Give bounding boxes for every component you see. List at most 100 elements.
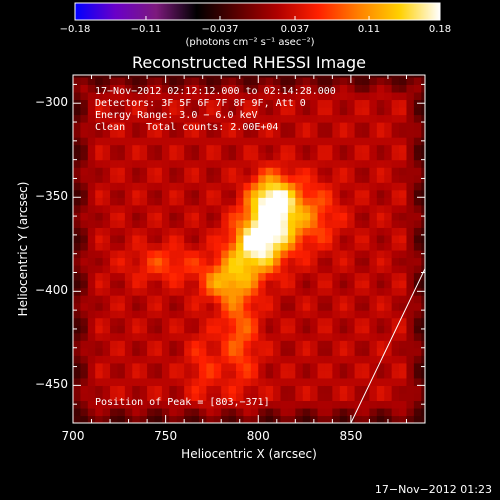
heatmap-cell [302,280,311,289]
heatmap-cell [310,227,319,236]
heatmap-cell [324,174,333,183]
heatmap-cell [198,392,207,402]
heatmap-cell [354,355,363,364]
heatmap-cell [273,204,282,213]
heatmap-cell [228,325,237,334]
heatmap-cell [154,249,163,259]
heatmap-cell [265,122,274,131]
heatmap-cell [280,249,289,259]
heatmap-cell [287,325,296,334]
heatmap-cell [191,91,200,101]
heatmap-cell [406,392,415,402]
heatmap-cell [280,415,289,423]
heatmap-cell [87,362,96,371]
heatmap-cell [339,152,348,161]
heatmap-cell [191,317,200,326]
heatmap-cell [302,197,311,206]
heatmap-cell [184,75,193,78]
heatmap-cell [384,400,393,409]
heatmap-cell [354,392,363,402]
heatmap-cell [161,362,170,371]
heatmap-cell [347,340,356,349]
heatmap-cell [117,76,126,85]
heatmap-cell [102,317,111,326]
heatmap-cell [339,407,348,417]
heatmap-cell [154,415,163,423]
heatmap-cell [117,84,126,93]
heatmap-cell [95,385,104,394]
heatmap-cell [206,204,215,213]
heatmap-cell [176,144,185,153]
heatmap-cell [198,99,207,108]
heatmap-cell [87,377,96,386]
heatmap-cell [317,84,326,93]
heatmap-cell [310,370,319,379]
heatmap-cell [184,242,193,251]
heatmap-cell [147,137,156,146]
heatmap-cell [184,392,193,402]
heatmap-cell [213,174,222,183]
heatmap-cell [206,310,215,319]
heatmap-cell [228,257,237,266]
heatmap-cell [73,114,82,123]
heatmap-cell [206,242,215,251]
heatmap-cell [347,84,356,93]
heatmap-cell [347,385,356,394]
heatmap-cell [228,99,237,108]
heatmap-cell [110,302,119,311]
heatmap-cell [250,114,259,123]
heatmap-cell [317,114,326,123]
heatmap-cell [406,75,415,78]
heatmap-cell [413,174,422,183]
heatmap-cell [369,310,378,319]
heatmap-cell [176,295,185,304]
heatmap-cell [421,377,425,386]
heatmap-cell [132,264,141,274]
heatmap-cell [324,385,333,394]
heatmap-cell [406,159,415,168]
heatmap-cell [87,76,96,85]
heatmap-cell [147,114,156,123]
heatmap-cell [317,129,326,138]
x-tick-label: 700 [61,429,85,443]
heatmap-cell [339,137,348,146]
heatmap-cell [310,189,319,198]
heatmap-cell [110,385,119,394]
heatmap-cell [384,212,393,221]
heatmap-cell [317,174,326,183]
heatmap-cell [206,415,215,423]
heatmap-cell [280,152,289,161]
heatmap-cell [399,272,408,281]
heatmap-cell [265,340,274,349]
heatmap-cell [280,370,289,379]
heatmap-cell [102,84,111,93]
heatmap-cell [169,317,178,326]
heatmap-cell [110,212,119,221]
heatmap-cell [324,159,333,168]
heatmap-cell [273,370,282,379]
heatmap-cell [362,264,371,274]
heatmap-cell [376,385,385,394]
heatmap-cell [295,377,304,386]
heatmap-cell [265,392,274,402]
heatmap-cell [332,385,341,394]
heatmap-cell [324,257,333,266]
heatmap-cell [73,249,82,259]
heatmap-cell [228,242,237,251]
heatmap-cell [347,152,356,161]
heatmap-cell [95,295,104,304]
heatmap-cell [198,84,207,93]
heatmap-cell [228,212,237,221]
heatmap-cell [399,370,408,379]
heatmap-cell [376,182,385,191]
heatmap-cell [310,174,319,183]
heatmap-cell [87,122,96,131]
heatmap-cell [161,234,170,244]
heatmap-cell [362,295,371,304]
heatmap-cell [87,400,96,409]
heatmap-cell [287,174,296,183]
heatmap-cell [391,106,400,116]
heatmap-cell [413,137,422,146]
heatmap-cell [310,392,319,402]
heatmap-cell [391,257,400,266]
